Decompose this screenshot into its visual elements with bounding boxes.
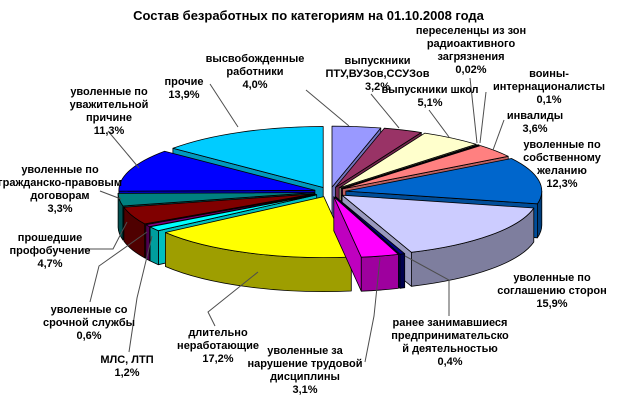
slice-label-percent: 0,02% (455, 64, 487, 76)
slice-label-name: воины-интернационалисты (492, 68, 606, 93)
leader-line-2 (370, 93, 400, 129)
slice-label-percent: 17,2% (202, 353, 234, 365)
slice-label-name: уволенные по соглашению сторон (497, 272, 607, 297)
slice-label-percent: 11,3% (93, 125, 125, 137)
slice-label-name: длительно неработающие (177, 327, 259, 352)
slice-label-2: выпускники ПТУ,ВУЗов,ССУЗов 3,2% (315, 55, 440, 94)
slice-label-percent: 0,1% (536, 94, 562, 106)
leader-line-12 (128, 235, 153, 353)
chart-title: Состав безработных по категориям на 01.1… (133, 8, 484, 23)
leader-line-3 (428, 109, 450, 138)
slice-label-5: воины-интернационалисты 0,1% (484, 68, 614, 107)
slice-label-name: уволенные по уважительной причине (69, 86, 149, 124)
pie-slice-10 (333, 196, 399, 292)
slice-label-15: уволенные по гражданско-правовым договор… (0, 164, 124, 216)
slice-label-name: выпускники ПТУ,ВУЗов,ССУЗов (325, 55, 430, 80)
slice-label-13: уволенные со срочной службы 0,6% (29, 304, 149, 343)
slice-label-percent: 3,6% (522, 123, 548, 135)
slice-label-8: уволенные по соглашению сторон 15,9% (487, 272, 617, 311)
slice-label-percent: 4,0% (242, 79, 268, 91)
slice-label-11: длительно неработающие 17,2% (163, 327, 273, 366)
leader-line-5 (479, 91, 487, 144)
slice-label-percent: 1,2% (114, 367, 140, 379)
slice-label-name: выпускники школ (381, 84, 479, 96)
slice-label-name: уволенные за нарушение трудовой дисципли… (247, 345, 363, 383)
slice-label-name: уволенные со срочной службы (42, 304, 136, 329)
slice-label-6: инвалиды 3,6% (495, 110, 575, 136)
slice-label-name: высвобожденные работники (205, 53, 305, 78)
slice-label-name: уволенные по собственному желанию (523, 139, 601, 177)
slice-label-12: МЛС, ЛТП 1,2% (82, 354, 172, 380)
slice-label-4: переселенцы из зон радиоактивного загряз… (409, 25, 533, 77)
slice-label-name: МЛС, ЛТП (100, 354, 154, 366)
leader-line-13 (89, 231, 148, 303)
slice-label-name: прочие (164, 76, 204, 88)
slice-label-percent: 15,9% (536, 298, 568, 310)
slice-label-14: прошедшие профобучение 4,7% (0, 232, 100, 271)
slice-label-percent: 0,6% (76, 330, 102, 342)
slice-label-percent: 5,1% (417, 97, 443, 109)
leader-line-10 (364, 257, 381, 363)
leader-line-1 (305, 89, 350, 127)
slice-label-percent: 0,4% (437, 356, 463, 368)
slice-label-percent: 3,1% (292, 384, 318, 396)
slice-label-percent: 4,7% (37, 258, 63, 270)
slice-label-percent: 13,9% (168, 89, 200, 101)
slice-label-16: уволенные по уважительной причине 11,3% (54, 86, 164, 138)
pie-slice-11 (165, 196, 352, 292)
slice-label-percent: 12,3% (546, 178, 578, 190)
slice-label-name: инвалиды (506, 110, 564, 122)
slice-label-percent: 3,2% (364, 81, 391, 93)
leader-line-15 (99, 190, 122, 200)
leader-line-17 (209, 83, 239, 128)
leader-line-16 (107, 130, 140, 169)
slice-label-17: прочие 13,9% (149, 76, 219, 102)
slice-label-9: ранее занимавшиеся предпринимательско й … (387, 317, 513, 369)
leader-line-4 (469, 77, 478, 144)
leader-line-6 (492, 119, 505, 151)
slice-label-percent: 3,3% (47, 203, 73, 215)
leader-line-9 (404, 255, 450, 316)
leader-line-11 (207, 271, 259, 327)
slice-label-name: уволенные по гражданско-правовым договор… (0, 164, 122, 202)
slice-label-name: переселенцы из зон радиоактивного загряз… (415, 25, 527, 63)
slice-label-1: высвобожденные работники 4,0% (199, 53, 311, 92)
slice-label-7: уволенные по собственному желанию 12,3% (507, 139, 617, 191)
leader-line-14 (84, 221, 128, 250)
slice-label-name: прошедшие профобучение (9, 232, 91, 257)
slice-label-10: уволенные за нарушение трудовой дисципли… (240, 345, 370, 397)
slice-label-name: ранее занимавшиеся предпринимательско й … (391, 317, 509, 355)
slice-label-3: выпускники школ 5,1% (370, 84, 490, 110)
